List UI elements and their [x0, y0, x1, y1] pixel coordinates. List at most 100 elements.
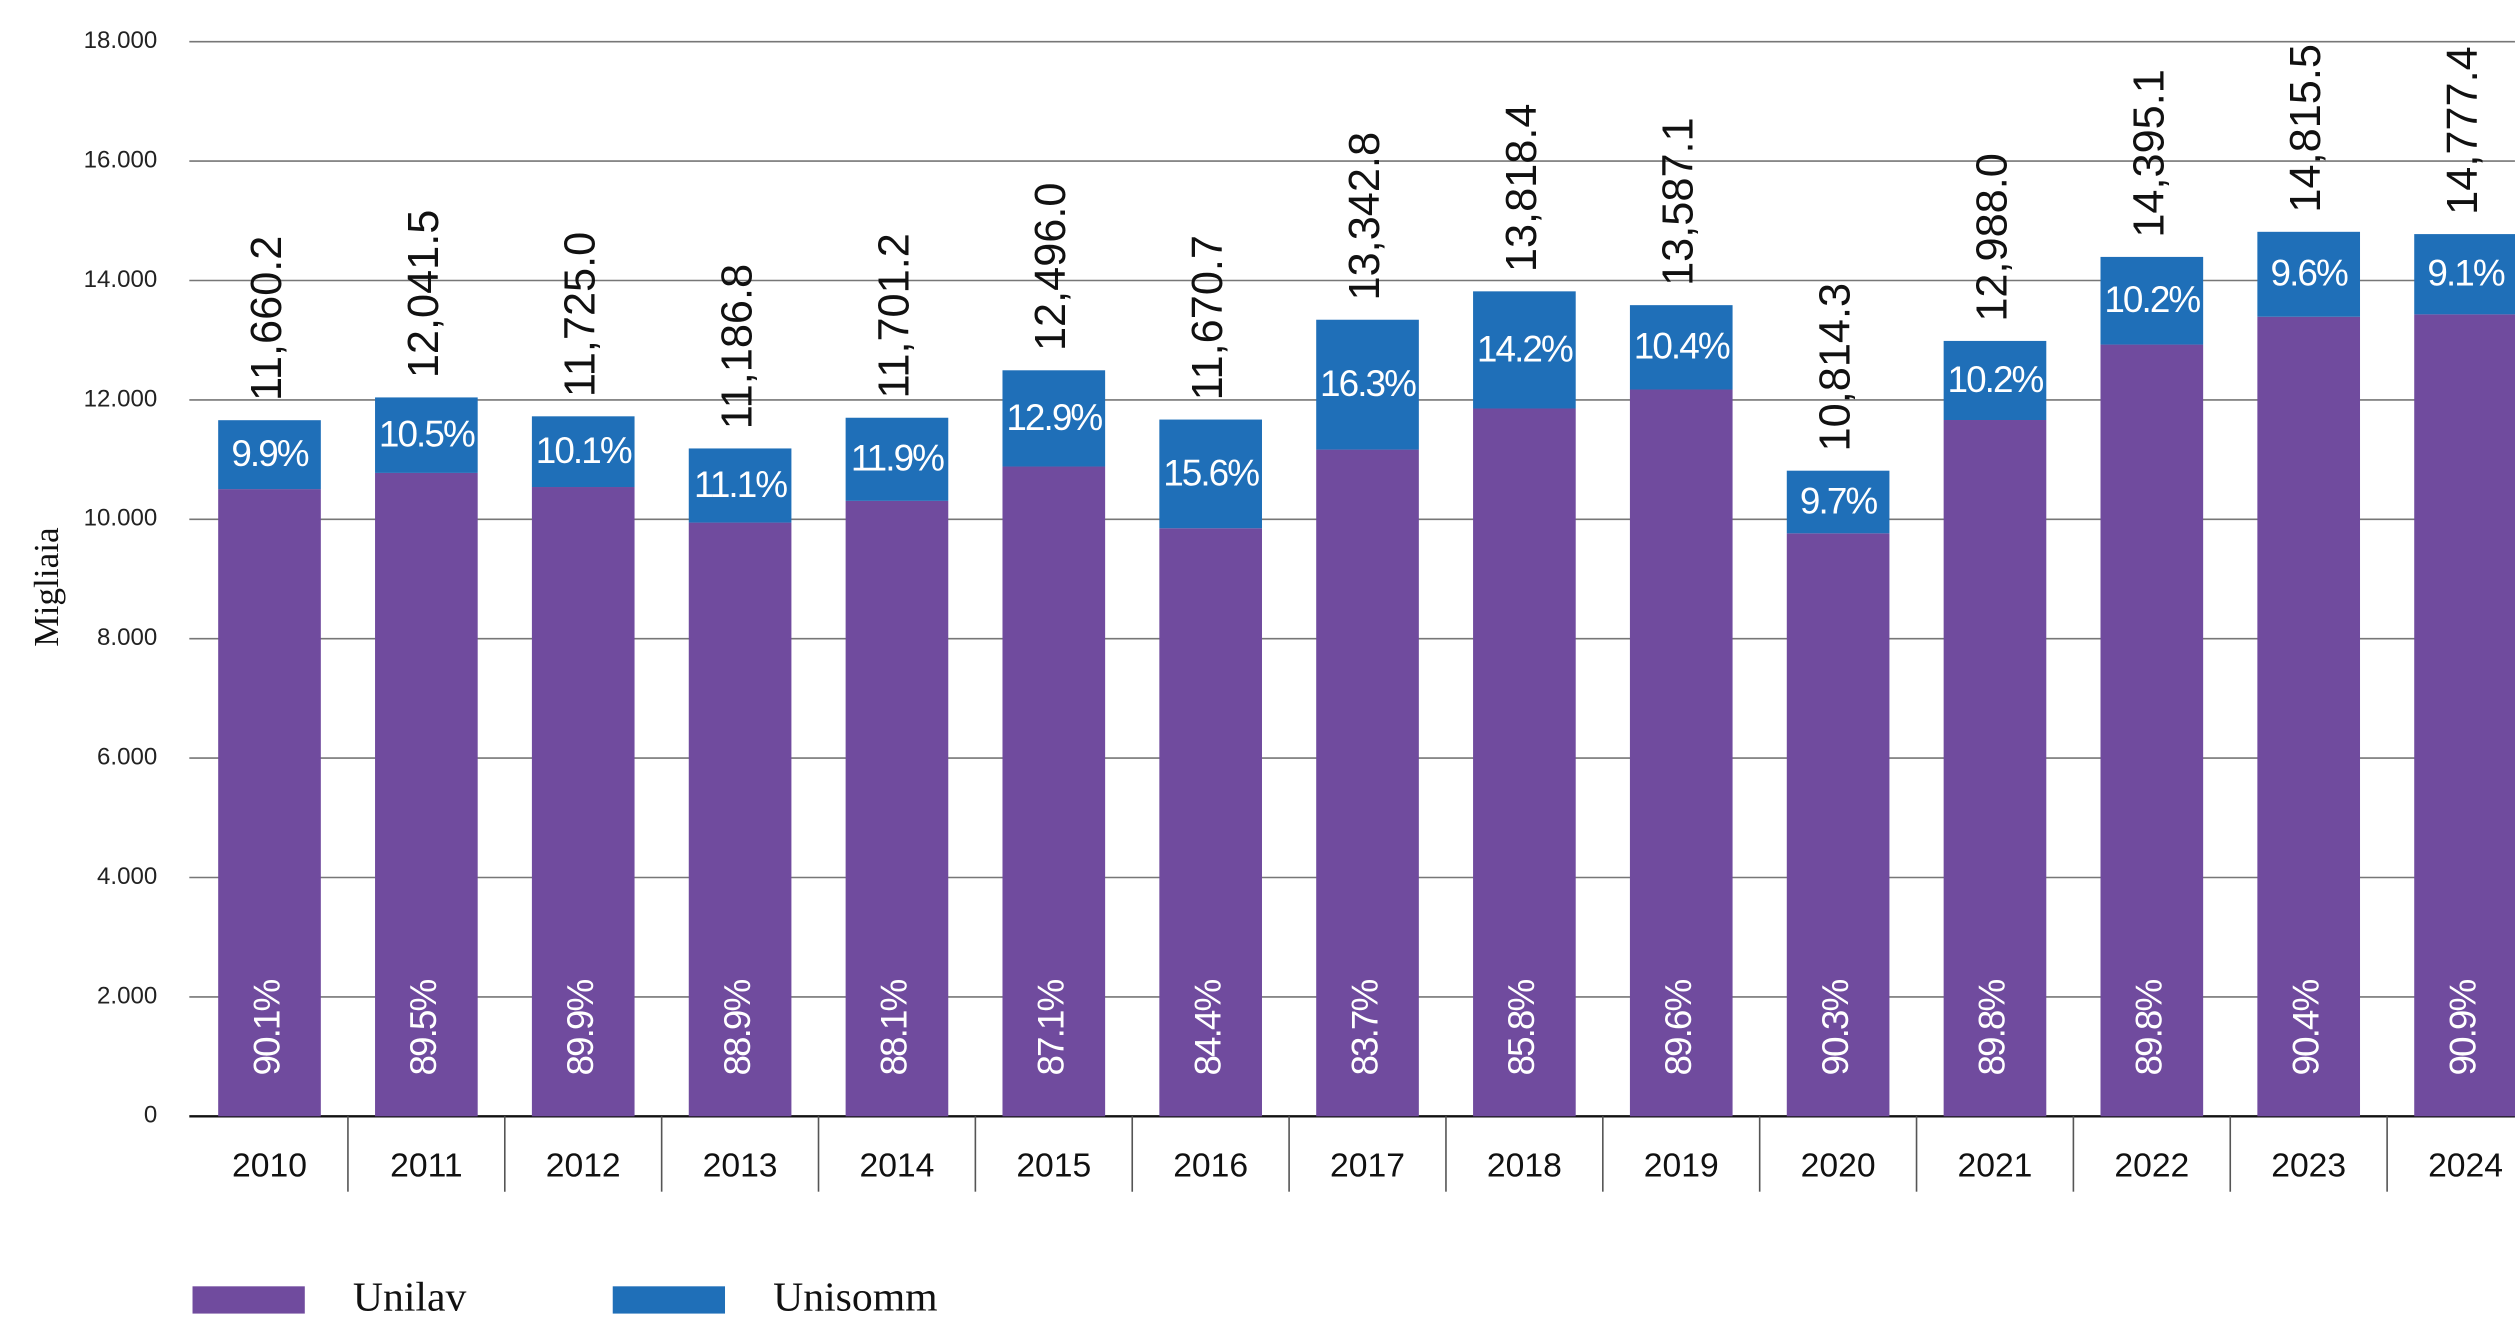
bar-segment [688, 448, 792, 523]
share-label: 83.7% [1344, 979, 1385, 1075]
share-label: 9.9% [231, 433, 308, 474]
x-tick-label: 2016 [1173, 1148, 1248, 1185]
bar-segment [531, 487, 635, 1117]
total-label: 11,725.0 [557, 232, 605, 397]
x-tick-label: 2018 [1487, 1148, 1562, 1185]
share-label: 89.8% [1972, 979, 2013, 1075]
legend-swatch [192, 1286, 305, 1314]
bar-segment [1786, 470, 1890, 534]
bar-segment [1943, 420, 2047, 1117]
bar-segment [1316, 449, 1419, 1117]
total-label: 12,496.0 [1027, 182, 1075, 351]
bar-segment [845, 417, 949, 501]
x-tick-label: 2012 [546, 1148, 621, 1185]
y-axis-label: Migliaia [27, 527, 66, 647]
bar-segment [1002, 466, 1106, 1117]
x-tick-label: 2015 [1016, 1148, 1091, 1185]
total-label: 13,587.1 [1655, 117, 1703, 286]
share-label: 16.3% [1320, 363, 1416, 404]
total-label: 14,777.4 [2439, 46, 2487, 215]
share-label: 89.9% [560, 979, 601, 1075]
total-label: 10,814.3 [1812, 283, 1860, 452]
bar-segment [2414, 314, 2515, 1117]
y-tick-label: 4.000 [97, 863, 157, 890]
y-tick-label: 12.000 [84, 385, 158, 412]
y-tick-label: 2.000 [97, 982, 157, 1009]
bar-segment [1943, 340, 2047, 421]
bar-segment [218, 420, 321, 490]
y-tick-label: 10.000 [84, 505, 158, 532]
legend-label: Unisomm [773, 1274, 937, 1320]
x-tick-label: 2011 [390, 1148, 462, 1185]
y-tick-label: 16.000 [84, 146, 158, 173]
x-tick-label: 2020 [1801, 1148, 1876, 1185]
total-label: 14,395.1 [2125, 69, 2173, 238]
bar-segment [1002, 370, 1106, 467]
x-tick-label: 2013 [703, 1148, 778, 1185]
y-tick-label: 8.000 [97, 624, 157, 651]
bar-segment [1159, 419, 1262, 529]
x-tick-label: 2014 [859, 1148, 934, 1185]
share-label: 89.6% [1658, 979, 1699, 1075]
share-label: 10.1% [536, 430, 632, 471]
bar-segment [375, 472, 478, 1117]
share-label: 10.4% [1634, 326, 1730, 367]
bar-segment [375, 397, 478, 473]
bar-segment [1629, 389, 1733, 1117]
bar-segment [2257, 316, 2361, 1117]
x-tick-label: 2022 [2114, 1148, 2189, 1185]
bar-segment [2257, 231, 2361, 317]
total-label: 11,660.2 [243, 236, 291, 401]
share-label: 9.6% [2271, 253, 2348, 294]
share-label: 90.4% [2285, 979, 2326, 1075]
bar-segment [1316, 319, 1419, 450]
x-tick-label: 2024 [2428, 1148, 2503, 1185]
share-label: 10.5% [379, 414, 475, 455]
share-label: 90.9% [2442, 979, 2483, 1075]
share-label: 10.2% [1947, 359, 2043, 400]
share-label: 14.2% [1477, 328, 1573, 369]
x-tick-label: 2017 [1330, 1148, 1405, 1185]
bar-segment [1786, 533, 1890, 1117]
bar-segment [218, 489, 321, 1117]
bar-segment [2414, 234, 2515, 315]
share-label: 15.6% [1163, 452, 1259, 493]
share-label: 88.1% [874, 979, 915, 1075]
bar-segment [1473, 408, 1576, 1117]
x-tick-label: 2010 [232, 1148, 307, 1185]
x-tick-label: 2019 [1644, 1148, 1719, 1185]
bar-segment [688, 522, 792, 1117]
share-label: 12.9% [1006, 397, 1102, 438]
share-label: 9.7% [1800, 480, 1877, 521]
share-label: 89.5% [403, 979, 444, 1075]
bar-segment [2100, 256, 2204, 345]
share-label: 90.3% [1815, 979, 1856, 1075]
share-label: 11.9% [851, 438, 944, 479]
bar-segment [1629, 305, 1733, 390]
y-tick-label: 14.000 [84, 266, 158, 293]
total-label: 11,670.7 [1184, 235, 1232, 400]
share-label: 89.8% [2129, 979, 2170, 1075]
total-label: 12,988.0 [1968, 153, 2016, 322]
share-label: 88.9% [717, 979, 758, 1075]
share-label: 87.1% [1031, 979, 1072, 1075]
y-tick-label: 0 [144, 1102, 157, 1129]
total-label: 14,815.5 [2282, 44, 2330, 213]
share-label: 10.2% [2104, 279, 2200, 320]
total-label: 13,818.4 [1498, 104, 1546, 273]
y-tick-label: 6.000 [97, 743, 157, 770]
total-label: 12,041.5 [400, 210, 448, 379]
share-label: 11.1% [694, 464, 787, 505]
total-label: 13,342.8 [1341, 132, 1389, 301]
total-label: 11,701.2 [870, 233, 918, 398]
share-label: 9.1% [2427, 253, 2504, 294]
bar-segment [845, 500, 949, 1117]
total-label: 11,186.8 [714, 264, 762, 429]
x-tick-label: 2021 [1958, 1148, 2033, 1185]
bar-segment [1159, 528, 1262, 1117]
legend-label: Unilav [353, 1274, 467, 1320]
bar-segment [1473, 291, 1576, 409]
bar-segment [2100, 344, 2204, 1117]
legend-swatch [612, 1286, 726, 1314]
